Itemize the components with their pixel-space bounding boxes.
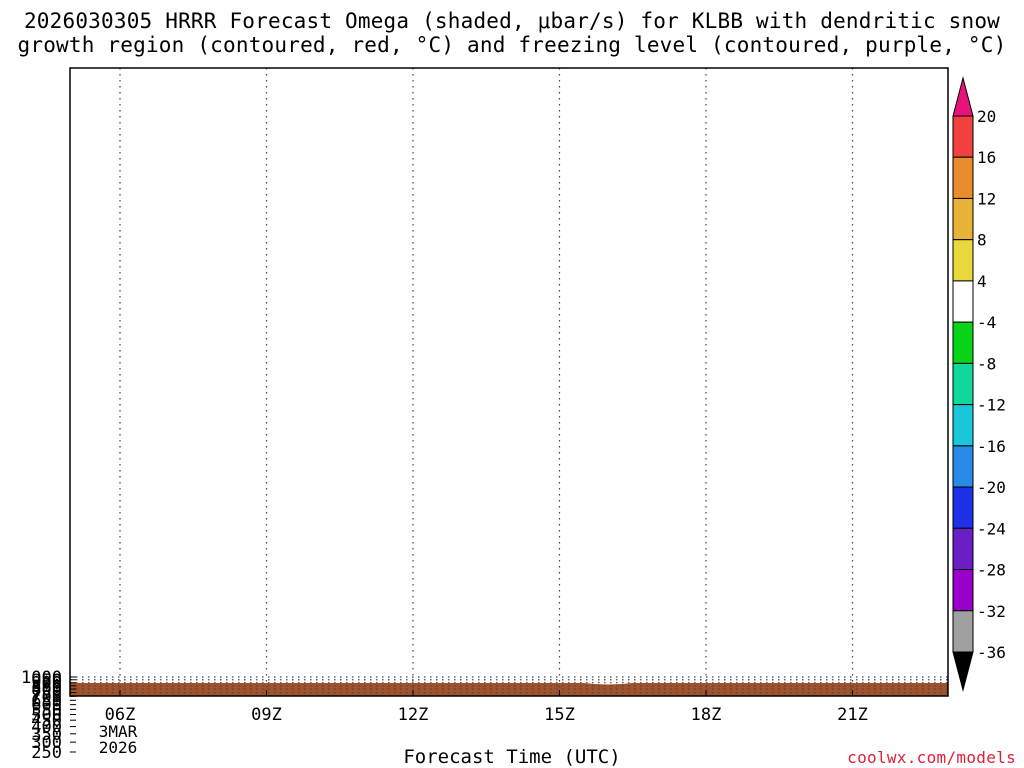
x-tick-label: 18Z [691,705,722,725]
x-tick-label: 09Z [251,705,282,725]
omega-area-3 [210,717,240,735]
colorbar-tick-label: -16 [977,437,1006,456]
y-tick-label: 500 [31,706,62,726]
colorbar-tick-label: -24 [977,519,1006,538]
y-tick-label: 400 [31,718,62,738]
omega-area-23 [987,711,990,716]
colorbar-bin [952,362,974,406]
y-tick-label: 350 [31,725,62,745]
colorbar-tick-label: -36 [977,643,1006,662]
omega-area-25 [976,686,990,690]
omega-area-22 [981,708,990,718]
colorbar-tick-label: -32 [977,602,1006,621]
colorbar-tick-label: -28 [977,561,1006,580]
x-tick-label: 06Z [105,705,136,725]
colorbar-tick-label: 8 [977,231,987,250]
colorbar-bottom-tip [952,651,974,692]
y-tick-label: 750 [31,684,62,704]
x-axis-label: Forecast Time (UTC) [403,746,621,768]
colorbar-tick-label: 4 [977,272,987,291]
freezing-level-label: 0 [312,698,319,712]
gridlines [70,68,948,696]
colorbar-bin [952,569,974,612]
colorbar-tick-label: 20 [977,107,996,126]
colorbar-tick-label: -12 [977,396,1006,415]
y-tick-label: 250 [31,743,62,763]
credit-link[interactable]: coolwx.com/models [847,748,1016,767]
date-label-year: 2026 [99,738,138,757]
y-tick-label: 800 [31,680,62,700]
y-tick-label: 600 [31,696,62,716]
chart-title-line-2: growth region (contoured, red, °C) and f… [17,33,1007,57]
colorbar-bin [952,280,974,323]
y-tick-label: 700 [31,687,62,707]
colorbar-bin [952,197,974,241]
y-tick-label: 950 [31,671,62,691]
date-label-day: 3MAR [99,722,138,741]
colorbar-tick-label: -4 [977,313,996,332]
y-tick-label: 300 [31,733,62,753]
pressure-axis: 2503003504004505005506006507007508008509… [21,668,76,763]
omega-area-4 [220,725,227,733]
dgz-minus-18-label: -18 [217,713,239,727]
chart-title-line-1: 2026030305 HRRR Forecast Omega (shaded, … [23,9,1001,33]
y-tick-label: 550 [31,700,62,720]
dgz-minus-18-label: -18 [749,712,771,726]
freezing-level-label: 0 [605,697,612,711]
x-tick-label: 15Z [544,705,575,725]
colorbar-tick-label: 12 [977,189,996,208]
colorbar-bin [952,610,974,653]
omega-area-20 [952,701,991,731]
omega-colorbar: 20 16 12 8 4 -4 -8 -12 -16 -20 -24 -28 -32 -36 [952,76,1006,692]
colorbar-bin [952,321,974,364]
colorbar-bin [952,239,974,282]
y-tick-label: 1000 [21,668,62,688]
colorbar-tick-label: -8 [977,354,996,373]
colorbar-tick-label: 16 [977,148,996,167]
colorbar-bin [952,527,974,571]
colorbar-bin [952,486,974,529]
plot-frame [69,67,949,697]
x-tick-label: 21Z [837,705,868,725]
colorbar-bin [952,404,974,447]
colorbar-bin [952,445,974,488]
y-tick-label: 850 [31,677,62,697]
y-tick-label: 650 [31,691,62,711]
y-tick-label: 900 [31,674,62,694]
omega-area-24 [964,684,990,693]
omega-area-19 [914,692,948,696]
colorbar-tick-label: -20 [977,478,1006,497]
y-tick-label: 450 [31,711,62,731]
x-tick-label: 12Z [398,705,429,725]
omega-area-21 [972,705,991,722]
omega-area-10 [747,734,770,743]
colorbar-bin [952,156,974,199]
colorbar-bin [952,115,974,158]
colorbar-top-tip [952,76,974,117]
